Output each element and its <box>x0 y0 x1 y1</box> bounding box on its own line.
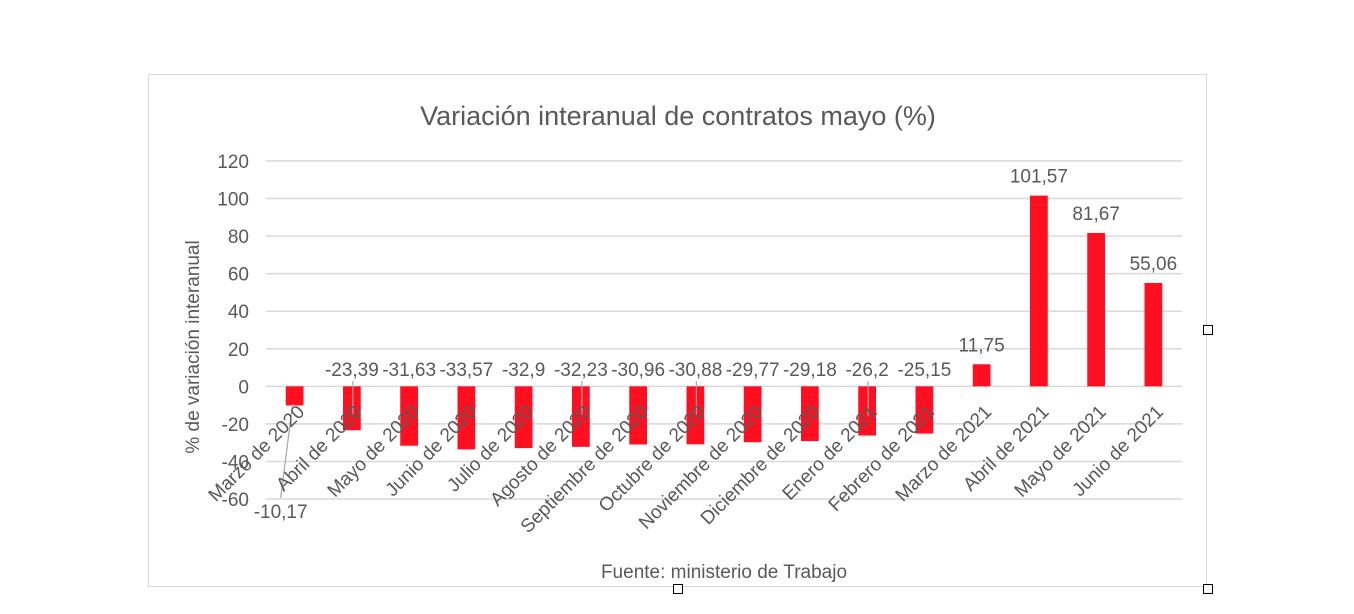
bar <box>801 386 819 442</box>
bar <box>915 386 934 434</box>
bar <box>343 386 361 431</box>
data-label: 101,57 <box>1010 167 1068 188</box>
bar <box>686 386 705 445</box>
bar <box>285 386 304 406</box>
chart-frame[interactable]: Variación interanual de contratos mayo (… <box>148 74 1207 587</box>
y-tick-label: 20 <box>228 340 249 361</box>
bar <box>514 386 533 449</box>
gridlines <box>266 160 1182 500</box>
leader-line <box>280 404 294 498</box>
bar <box>1087 232 1105 387</box>
y-tick-label: 120 <box>217 152 249 173</box>
data-label: -30,96 <box>611 360 665 381</box>
x-tick-label: Marzo de 2020 <box>205 402 309 506</box>
chart-title: Variación interanual de contratos mayo (… <box>420 101 936 131</box>
source-note: Fuente: ministerio de Trabajo <box>601 562 847 583</box>
bar <box>400 386 418 446</box>
y-tick-label: 60 <box>228 265 249 286</box>
x-tick-label: Agosto de 2020 <box>486 402 595 511</box>
data-label: 81,67 <box>1072 204 1120 225</box>
data-label: -26,2 <box>845 360 888 381</box>
resize-handle-icon-right[interactable] <box>1203 325 1213 335</box>
resize-handle-icon-bottom-right[interactable] <box>1203 584 1213 594</box>
resize-handle-icon-bottom[interactable] <box>673 584 683 594</box>
data-label: -10,17 <box>254 502 308 523</box>
data-label: 55,06 <box>1130 254 1178 275</box>
bar <box>572 386 590 447</box>
data-label: -30,88 <box>668 360 722 381</box>
data-label: -31,63 <box>382 360 436 381</box>
data-label: -32,9 <box>502 360 545 381</box>
data-label: -25,15 <box>897 360 951 381</box>
y-tick-label: 80 <box>228 227 249 248</box>
y-tick-label: -20 <box>222 415 249 436</box>
data-label: -29,18 <box>783 360 837 381</box>
bar <box>858 386 876 436</box>
leader-lines <box>280 381 869 498</box>
data-labels: -10,17 -23,39 -31,63 -33,57 -32,9 -32,23 -30,9… <box>254 167 1177 523</box>
y-tick-label: 0 <box>238 377 249 398</box>
y-axis-title: % de variación interanual <box>183 240 204 453</box>
bar <box>743 386 762 443</box>
chart-canvas: Variación interanual de contratos mayo (… <box>183 101 1182 583</box>
y-axis-ticks: 120 100 80 60 40 20 0 -20 -40 -60 <box>217 152 249 511</box>
bar <box>457 386 476 450</box>
y-tick-label: 40 <box>228 302 249 323</box>
data-label: 11,75 <box>959 335 1005 356</box>
data-label: -23,39 <box>325 360 379 381</box>
data-label: -32,23 <box>554 360 608 381</box>
y-tick-label: -60 <box>222 490 249 511</box>
y-tick-label: -40 <box>222 452 249 473</box>
y-tick-label: 100 <box>217 190 249 211</box>
bars <box>285 195 1163 450</box>
bar <box>1030 195 1048 387</box>
bar <box>1144 282 1163 387</box>
data-label: -29,77 <box>726 360 780 381</box>
bar <box>972 364 991 387</box>
bar <box>629 386 647 445</box>
data-label: -33,57 <box>439 360 493 381</box>
